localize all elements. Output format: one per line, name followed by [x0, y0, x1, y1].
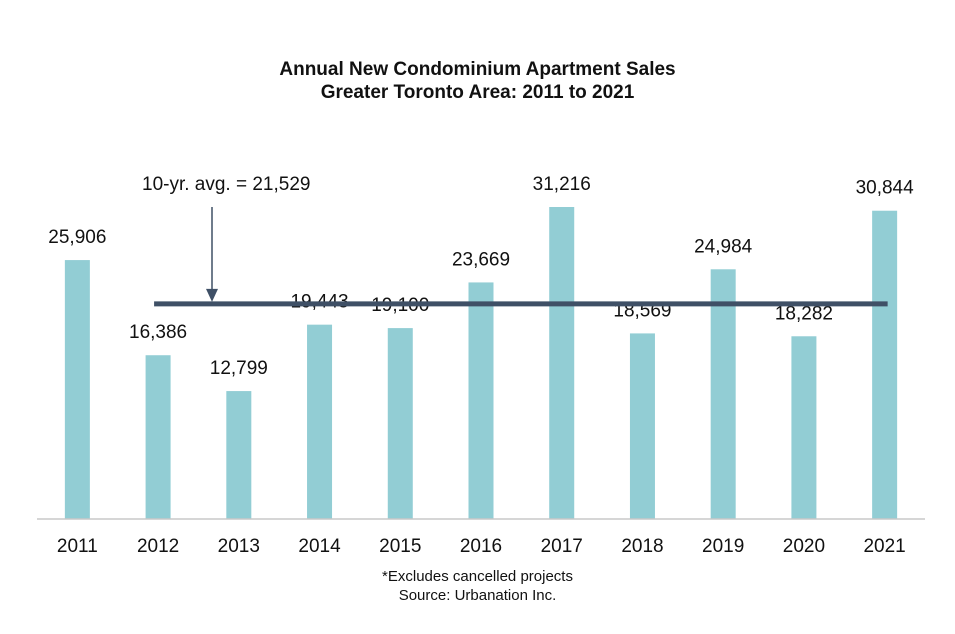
- data-label-2020: 18,282: [775, 303, 833, 324]
- data-label-2012: 16,386: [129, 322, 187, 343]
- bar-2020: [791, 336, 817, 519]
- bar-2016: [468, 282, 494, 519]
- bar-2014: [307, 324, 333, 519]
- x-tick-label-2012: 2012: [137, 536, 179, 557]
- bar-2015: [387, 328, 413, 519]
- x-tick-label-2015: 2015: [379, 536, 421, 557]
- x-tick-label-2011: 2011: [57, 536, 98, 557]
- x-tick-label-2017: 2017: [541, 536, 583, 557]
- bar-2011: [64, 260, 90, 519]
- data-label-2016: 23,669: [452, 249, 510, 270]
- x-tick-label-2016: 2016: [460, 536, 502, 557]
- bar-2017: [549, 207, 575, 519]
- x-tick-label-2019: 2019: [702, 536, 744, 557]
- data-label-2021: 30,844: [856, 178, 915, 199]
- annotation-arrow-head: [206, 288, 218, 302]
- footnote: *Excludes cancelled projects: [382, 568, 573, 585]
- x-tick-label-2020: 2020: [783, 536, 825, 557]
- average-annotation: 10-yr. avg. = 21,529: [142, 174, 310, 195]
- x-tick-label-2018: 2018: [621, 536, 663, 557]
- bar-2021: [872, 210, 898, 520]
- bar-2018: [629, 333, 655, 519]
- x-tick-label-2014: 2014: [298, 536, 341, 557]
- bar-2019: [710, 269, 736, 519]
- data-label-2011: 25,906: [48, 227, 106, 248]
- x-tick-label-2013: 2013: [218, 536, 260, 557]
- source-note: Source: Urbanation Inc.: [398, 587, 557, 604]
- bar-2012: [145, 355, 171, 519]
- data-label-2019: 24,984: [694, 236, 753, 257]
- chart-title: Annual New Condominium Apartment Sales: [279, 59, 676, 80]
- x-tick-label-2021: 2021: [863, 536, 905, 557]
- data-label-2013: 12,799: [210, 358, 268, 379]
- chart-subtitle: Greater Toronto Area: 2011 to 2021: [320, 82, 635, 103]
- data-label-2017: 31,216: [533, 174, 591, 195]
- bar-2013: [226, 391, 252, 519]
